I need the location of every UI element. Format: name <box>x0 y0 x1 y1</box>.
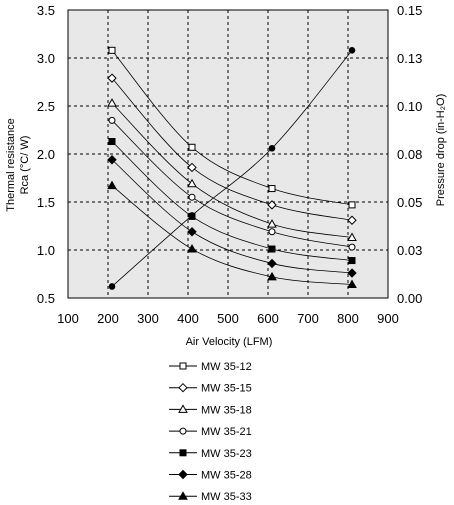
right-y-tick-label: 0.05 <box>397 195 422 210</box>
legend-marker <box>178 491 188 500</box>
data-point-7 <box>108 283 116 290</box>
legend-label: MW 35-15 <box>201 383 252 395</box>
legend-marker <box>179 427 187 435</box>
x-tick-label: 600 <box>257 311 279 326</box>
series-line-2 <box>111 102 353 238</box>
data-point-0 <box>188 143 196 151</box>
left-y-axis-label-line2: Rca (°C/ W) <box>19 136 31 195</box>
data-point-3 <box>268 228 276 236</box>
data-point-6 <box>347 279 357 289</box>
data-point-5 <box>347 268 357 278</box>
legend-label: MW 35-12 <box>201 361 252 373</box>
data-point-2 <box>347 232 357 242</box>
series-line-7 <box>111 50 353 287</box>
left-y-tick-label: 0.5 <box>37 291 55 306</box>
data-point-1 <box>187 162 197 173</box>
x-tick-labels: 100 200 300 400 500 600 700 800 900 <box>57 311 399 326</box>
legend-label: MW 35-18 <box>201 404 252 416</box>
legend-label: MW 35-23 <box>201 448 252 460</box>
data-point-2 <box>187 178 197 188</box>
data-point-3 <box>188 193 196 201</box>
x-tick-label: 100 <box>57 311 79 326</box>
right-y-tick-label: 0.00 <box>397 291 422 306</box>
right-y-tick-label: 0.15 <box>397 3 422 18</box>
x-tick-label: 500 <box>217 311 239 326</box>
legend-label: MW 35-28 <box>201 470 252 482</box>
legend-marker <box>178 469 188 480</box>
series-line-5 <box>111 159 353 274</box>
left-y-tick-label: 2.0 <box>37 147 55 162</box>
data-point-5 <box>187 227 197 237</box>
data-point-1 <box>267 200 277 210</box>
x-tick-label: 300 <box>137 311 159 326</box>
legend-label: MW 35-33 <box>201 491 252 503</box>
data-point-7 <box>268 144 276 152</box>
legend: MW 35-12 MW 35-15 MW 35-18 MW 35-21 MW 35-23… <box>169 361 252 503</box>
right-y-axis-label: Pressure drop (in-H₂O) <box>435 94 447 206</box>
data-point-1 <box>107 73 117 83</box>
series-lines <box>111 50 353 287</box>
data-point-7 <box>188 212 196 219</box>
x-tick-label: 700 <box>297 311 319 326</box>
x-tick-label: 400 <box>177 311 199 326</box>
x-axis-label: Air Velocity (LFM) <box>186 336 273 348</box>
series-line-4 <box>111 141 353 261</box>
data-point-0 <box>268 185 276 193</box>
data-point-6 <box>187 244 197 253</box>
data-point-3 <box>108 116 116 124</box>
data-point-7 <box>348 47 356 54</box>
left-y-tick-label: 1.0 <box>37 243 55 258</box>
data-point-0 <box>348 201 356 209</box>
legend-label: MW 35-21 <box>201 426 252 438</box>
data-point-3 <box>348 243 356 251</box>
data-point-2 <box>267 219 277 228</box>
legend-marker <box>178 404 188 413</box>
left-y-tick-label: 3.0 <box>37 51 55 66</box>
legend-marker <box>179 449 187 457</box>
series-line-6 <box>111 185 353 285</box>
right-y-tick-label: 0.13 <box>397 51 422 66</box>
x-tick-label: 200 <box>97 311 119 326</box>
left-y-tick-label: 3.5 <box>37 3 55 18</box>
right-y-tick-label: 0.08 <box>397 147 422 162</box>
x-tick-label: 800 <box>337 311 359 326</box>
right-y-tick-label: 0.03 <box>397 243 422 258</box>
right-y-tick-labels: 0.00 0.03 0.05 0.08 0.10 0.13 0.15 <box>397 3 422 306</box>
data-point-2 <box>107 98 117 107</box>
left-y-axis-label-line1: Thermal resistance <box>5 118 17 212</box>
left-y-tick-labels: 0.5 1.0 1.5 2.0 2.5 3.0 3.5 <box>37 3 55 306</box>
series-markers <box>107 46 357 290</box>
right-y-tick-label: 0.10 <box>397 99 422 114</box>
left-y-tick-label: 1.5 <box>37 195 55 210</box>
series-line-3 <box>111 120 353 248</box>
data-point-1 <box>347 215 357 225</box>
data-point-4 <box>348 257 356 265</box>
data-point-5 <box>267 258 277 269</box>
data-point-6 <box>107 180 117 190</box>
data-point-0 <box>108 46 116 54</box>
data-point-5 <box>107 155 117 165</box>
legend-marker <box>178 382 188 393</box>
series-line-1 <box>111 77 353 221</box>
data-point-4 <box>108 138 116 146</box>
x-tick-label: 900 <box>377 311 399 326</box>
data-point-6 <box>267 271 277 281</box>
left-y-tick-label: 2.5 <box>37 99 55 114</box>
legend-marker <box>179 362 187 370</box>
data-point-4 <box>268 245 276 253</box>
series-line-0 <box>111 50 353 206</box>
